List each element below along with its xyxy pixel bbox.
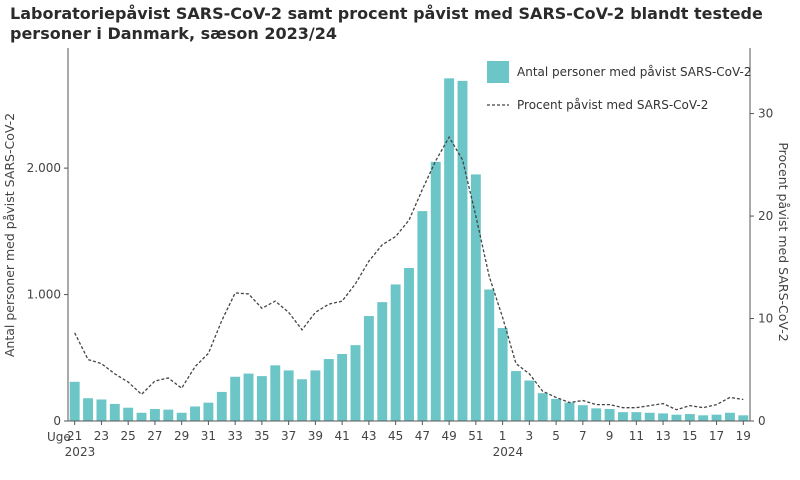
- bar-week-50: [457, 80, 468, 422]
- bar-week-15: [684, 414, 695, 421]
- bar-series: [69, 78, 749, 422]
- x-tick-label: 35: [254, 429, 269, 443]
- legend: Antal personer med påvist SARS-CoV-2 Pro…: [487, 61, 752, 112]
- bar-week-39: [310, 370, 321, 421]
- x-tick-label: 1: [499, 429, 507, 443]
- bar-week-11: [631, 412, 642, 421]
- bar-week-27: [149, 408, 160, 421]
- x-tick-label: 33: [228, 429, 243, 443]
- x-tick-label: 41: [334, 429, 349, 443]
- bar-week-43: [363, 316, 374, 421]
- bar-week-19: [738, 415, 749, 421]
- bar-week-33: [230, 376, 241, 421]
- legend-line-label: Procent påvist med SARS-CoV-2: [517, 98, 708, 112]
- x-tick-label: 29: [174, 429, 189, 443]
- x-tick-label: 31: [201, 429, 216, 443]
- bar-week-22: [83, 398, 94, 421]
- x-tick-label: 43: [361, 429, 376, 443]
- bar-week-40: [323, 359, 334, 421]
- bar-week-14: [671, 414, 682, 421]
- x-tick-label: 17: [709, 429, 724, 443]
- bar-week-4: [537, 393, 548, 421]
- bar-week-24: [109, 403, 120, 421]
- bar-week-17: [711, 414, 722, 421]
- y2-tick-label: 0: [758, 414, 766, 428]
- bar-week-52: [484, 289, 495, 421]
- bar-week-8: [591, 408, 602, 421]
- x-tick-label: 47: [415, 429, 430, 443]
- bar-week-42: [350, 345, 361, 421]
- chart-title: Laboratoriepåvist SARS-CoV-2 samt procen…: [10, 4, 763, 43]
- bar-week-29: [176, 412, 187, 421]
- bar-week-23: [96, 399, 107, 421]
- bar-week-3: [524, 380, 535, 421]
- y2-tick-label: 20: [758, 209, 773, 223]
- bar-week-35: [256, 376, 267, 421]
- x-tick-label: 7: [579, 429, 587, 443]
- legend-bar-label: Antal personer med påvist SARS-CoV-2: [517, 65, 752, 79]
- x-tick-label: 45: [388, 429, 403, 443]
- bar-week-31: [203, 402, 214, 421]
- bar-week-16: [698, 415, 709, 421]
- bar-week-2: [511, 371, 521, 421]
- x-tick-label: 25: [121, 429, 136, 443]
- bar-week-13: [658, 413, 669, 421]
- bar-week-46: [404, 268, 414, 421]
- bar-week-6: [564, 402, 575, 421]
- bar-week-10: [618, 412, 628, 421]
- bar-week-1: [497, 328, 508, 421]
- x-tick-label: 27: [147, 429, 162, 443]
- y2-tick-label: 10: [758, 312, 773, 326]
- x-year-label: 2023: [65, 445, 96, 459]
- x-tick-label: 51: [468, 429, 483, 443]
- x-tick-label: 37: [281, 429, 296, 443]
- x-tick-label: 21: [67, 429, 82, 443]
- bar-week-12: [644, 412, 655, 421]
- x-tick-label: 23: [94, 429, 109, 443]
- x-tick-label: 19: [736, 429, 751, 443]
- x-tick-label: 39: [308, 429, 323, 443]
- bar-week-5: [551, 398, 562, 421]
- bar-week-49: [444, 78, 455, 421]
- bar-week-44: [377, 302, 388, 421]
- x-tick-label: 13: [655, 429, 670, 443]
- x-tick-label: 15: [682, 429, 697, 443]
- bar-week-21: [69, 381, 80, 421]
- x-tick-label: 49: [441, 429, 456, 443]
- y-tick-label: 2.000: [27, 161, 61, 175]
- x-tick-label: 11: [629, 429, 644, 443]
- bar-week-26: [136, 412, 147, 421]
- x-tick-label: 9: [606, 429, 614, 443]
- bar-week-34: [243, 373, 254, 421]
- bar-week-30: [190, 406, 200, 421]
- bar-week-37: [283, 370, 294, 421]
- bar-week-41: [337, 353, 348, 421]
- y2-tick-label: 30: [758, 107, 773, 121]
- bar-week-9: [604, 408, 615, 421]
- bar-week-28: [163, 409, 174, 421]
- legend-bar-swatch: [487, 61, 509, 83]
- bar-week-25: [123, 407, 134, 421]
- bar-week-51: [470, 174, 481, 421]
- bar-week-45: [390, 284, 401, 421]
- y-tick-label: 1.000: [27, 288, 61, 302]
- bar-week-47: [417, 211, 428, 421]
- bar-week-18: [724, 412, 735, 421]
- x-year-label: 2024: [493, 445, 524, 459]
- x-tick-label: 5: [552, 429, 560, 443]
- y-tick-label: 0: [53, 414, 61, 428]
- x-axis-label: Uge: [47, 430, 71, 444]
- bar-week-38: [297, 379, 307, 421]
- x-tick-label: 3: [526, 429, 534, 443]
- y2-axis-label: Procent påvist med SARS-CoV-2: [776, 142, 791, 341]
- y-axis-label: Antal personer med påvist SARS-CoV-2: [2, 113, 17, 357]
- bar-week-48: [430, 161, 441, 422]
- bar-week-32: [216, 391, 227, 421]
- bar-week-7: [577, 405, 588, 421]
- percent-line: [74, 135, 744, 411]
- bar-week-36: [270, 365, 281, 421]
